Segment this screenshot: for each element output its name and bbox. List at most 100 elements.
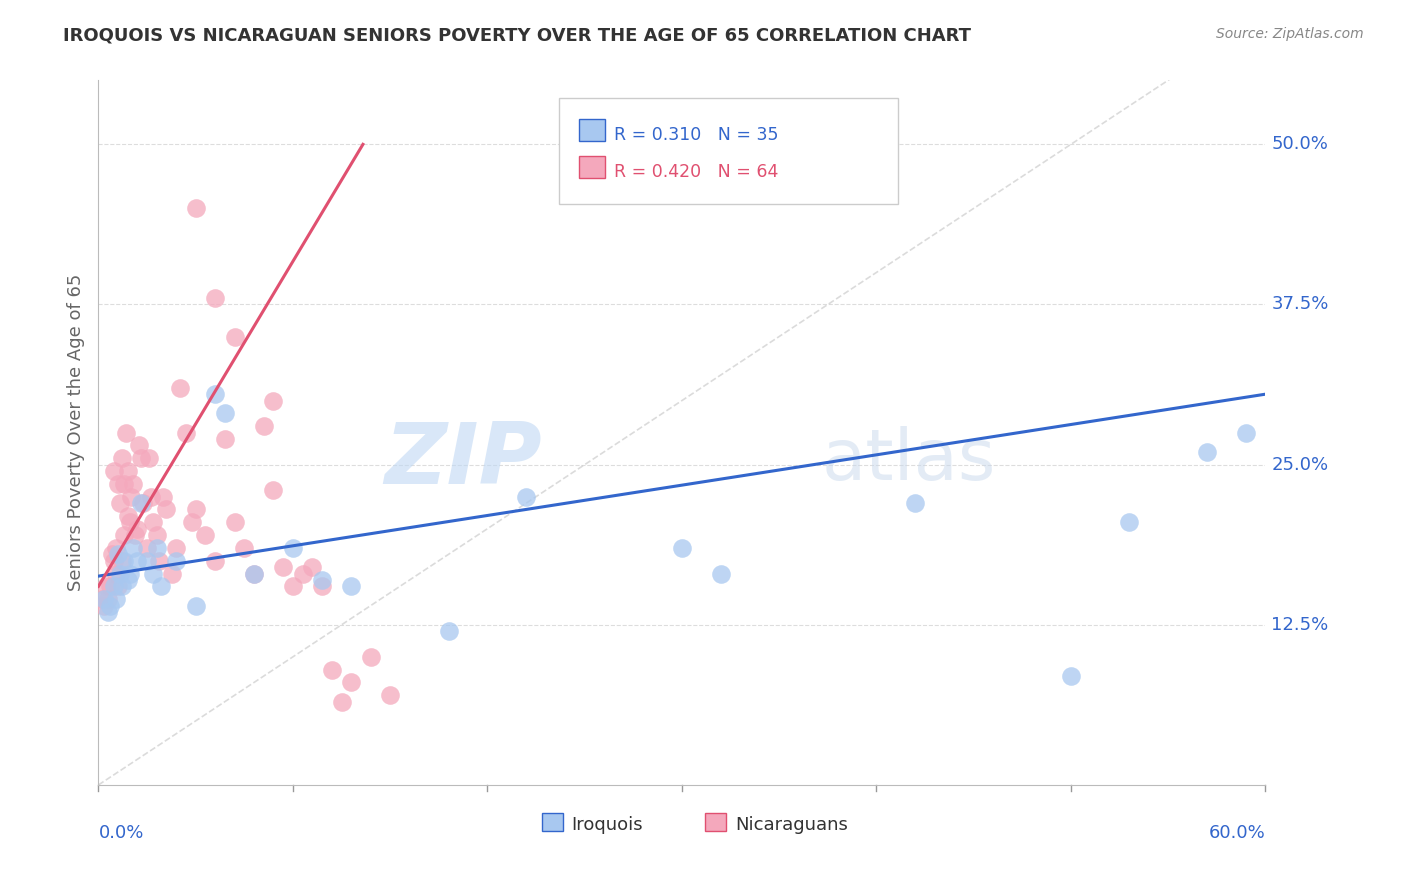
Text: 25.0%: 25.0% [1271,456,1329,474]
Text: R = 0.310   N = 35: R = 0.310 N = 35 [614,127,779,145]
Point [214,406,236,420]
Point [121,490,143,504]
Point [97,592,120,607]
Point [904,496,927,510]
Point [1234,425,1257,440]
Point [271,560,294,574]
Text: 0.0%: 0.0% [98,823,143,842]
Point [129,496,152,510]
Point [204,554,226,568]
Point [155,502,177,516]
Point [321,663,343,677]
Point [281,579,304,593]
Point [148,554,170,568]
Point [93,592,115,607]
Point [515,490,537,504]
Text: Source: ZipAtlas.com: Source: ZipAtlas.com [1216,27,1364,41]
Point [118,516,141,530]
Point [122,541,145,555]
Point [204,387,226,401]
Point [194,528,217,542]
Point [97,605,120,619]
Point [204,291,226,305]
Point [107,579,129,593]
Point [111,579,134,593]
Point [184,599,207,613]
Text: atlas: atlas [823,426,997,495]
Point [142,566,165,581]
Point [107,547,129,561]
Point [108,566,131,581]
Text: 37.5%: 37.5% [1271,295,1329,313]
FancyBboxPatch shape [541,813,562,830]
Text: ZIP: ZIP [384,419,541,502]
Point [360,649,382,664]
Point [1060,669,1083,683]
Point [311,573,333,587]
Point [101,547,124,561]
FancyBboxPatch shape [579,120,605,141]
Point [253,419,276,434]
Point [243,566,266,581]
Y-axis label: Seniors Poverty Over the Age of 65: Seniors Poverty Over the Age of 65 [66,274,84,591]
Point [437,624,460,639]
Point [122,476,145,491]
Point [104,566,127,581]
Point [340,675,363,690]
Point [162,566,184,581]
Point [112,476,135,491]
Point [127,554,149,568]
Point [330,695,353,709]
Point [111,451,134,466]
Point [165,554,187,568]
Point [146,528,169,542]
Point [132,496,155,510]
Point [710,566,733,581]
Point [174,425,197,440]
Point [311,579,333,593]
Point [149,579,172,593]
Point [180,516,202,530]
Point [233,541,256,555]
Point [129,451,152,466]
Point [112,554,135,568]
Point [93,599,115,613]
Point [224,329,246,343]
Point [165,541,187,555]
FancyBboxPatch shape [706,813,727,830]
Point [108,496,131,510]
Point [1118,516,1140,530]
Point [117,508,139,523]
Point [128,438,150,452]
Point [152,490,174,504]
Point [184,502,207,516]
Text: Iroquois: Iroquois [571,816,643,834]
Point [127,522,149,536]
FancyBboxPatch shape [579,156,605,178]
Text: IROQUOIS VS NICARAGUAN SENIORS POVERTY OVER THE AGE OF 65 CORRELATION CHART: IROQUOIS VS NICARAGUAN SENIORS POVERTY O… [63,27,972,45]
Point [111,554,134,568]
Point [138,451,160,466]
Point [1195,445,1218,459]
Point [262,393,284,408]
Point [142,516,165,530]
Point [117,573,139,587]
Point [671,541,693,555]
Point [112,528,135,542]
Text: 12.5%: 12.5% [1271,615,1329,634]
Point [214,432,236,446]
Point [104,592,127,607]
Text: 50.0%: 50.0% [1271,136,1329,153]
Point [91,592,114,607]
Point [380,688,402,702]
Text: Nicaraguans: Nicaraguans [735,816,848,834]
Point [184,202,207,216]
Point [103,554,125,568]
Text: R = 0.420   N = 64: R = 0.420 N = 64 [614,163,779,181]
Point [136,541,159,555]
Point [146,541,169,555]
Point [136,554,159,568]
Point [104,541,127,555]
Point [98,579,121,593]
Point [107,476,129,491]
